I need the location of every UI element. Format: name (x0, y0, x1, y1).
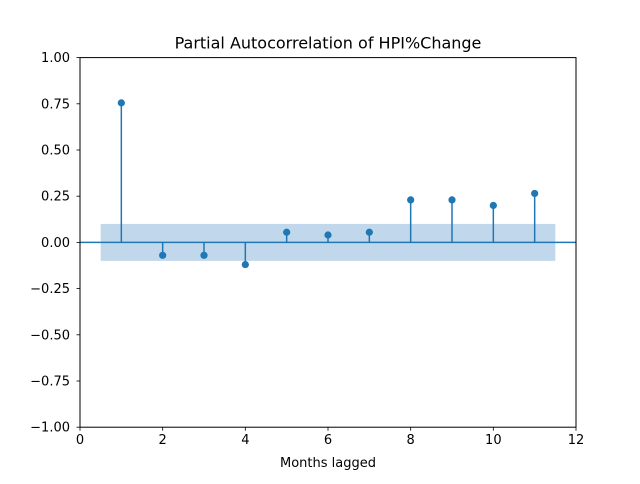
y-tick-label: 1.00 (41, 51, 70, 66)
stem-marker-lag-9 (448, 196, 456, 204)
x-tick-label: 0 (76, 433, 84, 448)
stem-marker-lag-1 (117, 99, 125, 107)
y-tick-label: 0.25 (41, 190, 70, 205)
y-tick-label: −0.25 (30, 282, 70, 297)
x-tick-label: 2 (159, 433, 167, 448)
chart-title: Partial Autocorrelation of HPI%Change (175, 34, 482, 53)
y-tick-label: 0.50 (41, 144, 70, 159)
x-axis-label: Months lagged (280, 456, 376, 471)
plot-area (80, 99, 576, 269)
y-tick-label: 0.00 (41, 236, 70, 251)
stem-marker-lag-10 (489, 201, 497, 210)
stem-marker-lag-6 (324, 231, 332, 239)
y-tick-label: −0.75 (30, 375, 70, 390)
stem-marker-lag-2 (159, 251, 167, 259)
axes-frame (79, 57, 577, 428)
marker-layer (117, 99, 539, 269)
x-tick-label: 10 (485, 433, 502, 448)
stem-marker-lag-4 (241, 260, 249, 269)
stem-marker-lag-7 (365, 228, 373, 236)
y-axis-ticks: −1.00 −0.75 −0.50 −0.25 0.00 0.25 0.50 0.75 1.00 (30, 51, 80, 436)
y-tick-label: 0.75 (41, 97, 70, 112)
x-tick-label: 4 (241, 433, 249, 448)
x-tick-label: 8 (407, 433, 415, 448)
x-tick-label: 6 (324, 433, 332, 448)
stem-marker-lag-3 (200, 251, 208, 259)
stem-marker-lag-11 (531, 189, 539, 198)
y-tick-label: −0.50 (30, 328, 70, 343)
x-tick-label: 12 (568, 433, 585, 448)
stem-marker-lag-8 (407, 196, 415, 204)
x-axis-ticks: 0 2 4 6 8 10 12 (76, 427, 584, 448)
stem-marker-lag-5 (283, 228, 291, 236)
y-tick-label: −1.00 (30, 421, 70, 436)
